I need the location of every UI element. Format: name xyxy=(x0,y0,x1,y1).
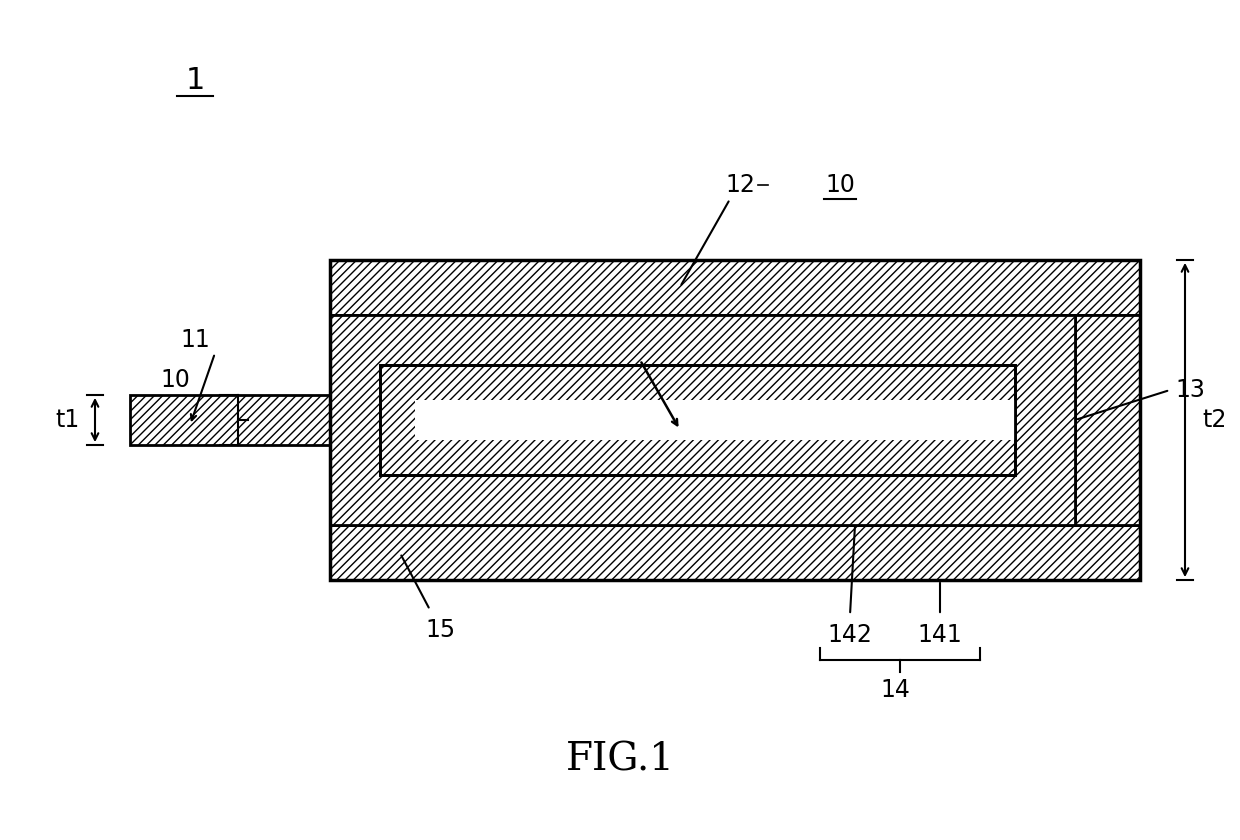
Bar xyxy=(379,365,1016,475)
Text: 10: 10 xyxy=(825,173,854,197)
Bar xyxy=(415,400,1016,440)
Text: FIG.1: FIG.1 xyxy=(565,742,675,779)
Bar xyxy=(130,395,330,445)
Bar xyxy=(1075,315,1140,525)
Text: 1: 1 xyxy=(185,66,205,95)
Text: 12: 12 xyxy=(725,173,755,197)
Text: 10: 10 xyxy=(160,368,190,392)
Text: 11: 11 xyxy=(180,328,210,352)
Bar xyxy=(330,525,1140,580)
Text: 15: 15 xyxy=(425,618,455,642)
Bar xyxy=(330,315,1075,525)
Bar xyxy=(379,365,1016,475)
Text: 141: 141 xyxy=(918,623,962,647)
Text: t2: t2 xyxy=(1203,408,1228,432)
Bar xyxy=(330,260,1140,580)
Text: t1: t1 xyxy=(55,408,79,432)
Text: 14: 14 xyxy=(880,678,910,702)
Bar xyxy=(330,260,1140,315)
Text: 142: 142 xyxy=(827,623,873,647)
Text: 13: 13 xyxy=(1176,378,1205,402)
